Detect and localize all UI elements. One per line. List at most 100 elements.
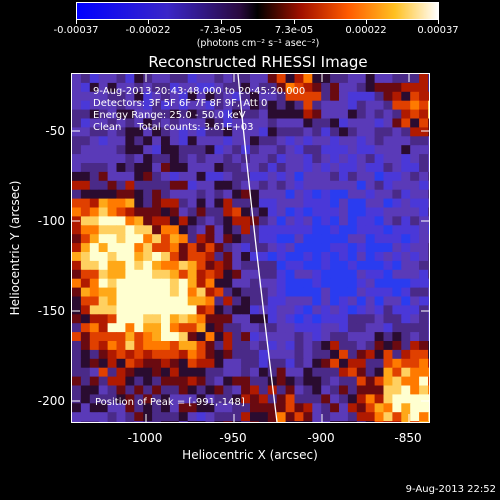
image-pixel (321, 367, 331, 378)
image-pixel (312, 385, 322, 395)
image-pixel (383, 296, 393, 306)
image-pixel (267, 323, 278, 333)
image-pixel (223, 269, 233, 280)
image-pixel (294, 314, 304, 324)
image-pixel (383, 252, 393, 262)
image-pixel (187, 385, 198, 395)
image-pixel (303, 171, 313, 182)
image-pixel (267, 127, 278, 137)
image-pixel (72, 163, 82, 173)
image-pixel (80, 82, 91, 93)
image-pixel (419, 243, 429, 253)
image-pixel (347, 136, 358, 146)
image-pixel (178, 100, 189, 111)
image-pixel (107, 260, 118, 271)
image-pixel (276, 341, 287, 351)
image-pixel (258, 100, 269, 111)
image-pixel (428, 154, 429, 164)
image-pixel (258, 287, 269, 298)
image-pixel (392, 109, 402, 120)
image-pixel (80, 252, 91, 262)
image-pixel (419, 198, 429, 209)
image-pixel (107, 314, 118, 324)
image-pixel (428, 376, 429, 387)
image-pixel (428, 198, 429, 209)
image-pixel (72, 234, 82, 244)
image-pixel (125, 82, 135, 93)
image-pixel (214, 82, 224, 93)
image-pixel (214, 198, 224, 209)
image-pixel (143, 198, 153, 209)
image-pixel (241, 163, 251, 173)
image-pixel (232, 358, 242, 369)
image-pixel (169, 198, 180, 209)
image-pixel (161, 145, 171, 155)
image-pixel (339, 260, 349, 271)
image-pixel (241, 269, 251, 280)
image-pixel (196, 100, 207, 111)
image-pixel (169, 225, 180, 235)
image-pixel (383, 136, 393, 146)
image-pixel (169, 412, 180, 422)
image-pixel (232, 234, 242, 244)
image-pixel (143, 109, 153, 120)
image-pixel (241, 118, 251, 128)
image-pixel (356, 109, 367, 120)
image-pixel (72, 180, 82, 191)
image-pixel (232, 260, 242, 271)
image-pixel (419, 287, 429, 298)
image-pixel (152, 189, 162, 200)
image-pixel (258, 127, 269, 137)
image-pixel (303, 207, 313, 217)
image-pixel (356, 341, 367, 351)
image-pixel (374, 163, 385, 173)
image-pixel (125, 243, 135, 253)
image-pixel (80, 100, 91, 111)
image-pixel (383, 189, 393, 200)
image-pixel (312, 332, 322, 342)
image-pixel (98, 260, 109, 271)
image-pixel (223, 189, 233, 200)
image-pixel (294, 118, 304, 128)
image-pixel (410, 154, 420, 164)
image-pixel (169, 385, 180, 395)
image-pixel (312, 118, 322, 128)
image-pixel (152, 234, 162, 244)
image-pixel (107, 234, 118, 244)
image-pixel (258, 412, 269, 422)
image-pixel (152, 198, 162, 209)
image-pixel (285, 403, 296, 413)
image-pixel (161, 323, 171, 333)
image-pixel (383, 358, 393, 369)
image-pixel (250, 91, 260, 102)
image-pixel (169, 314, 180, 324)
image-pixel (428, 323, 429, 333)
image-pixel (89, 216, 100, 226)
image-pixel (285, 127, 296, 137)
image-pixel (196, 421, 207, 422)
image-pixel (223, 216, 233, 226)
image-pixel (428, 207, 429, 217)
image-pixel (205, 323, 215, 333)
image-pixel (428, 341, 429, 351)
image-pixel (401, 136, 411, 146)
image-pixel (72, 189, 82, 200)
image-pixel (143, 74, 153, 84)
image-pixel (365, 82, 376, 93)
x-axis-label: Heliocentric X (arcsec) (182, 448, 318, 462)
image-pixel (143, 403, 153, 413)
image-pixel (241, 403, 251, 413)
image-pixel (303, 109, 313, 120)
image-pixel (392, 74, 402, 84)
image-pixel (223, 385, 233, 395)
image-pixel (125, 403, 135, 413)
image-pixel (347, 332, 358, 342)
image-pixel (347, 358, 358, 369)
image-pixel (419, 252, 429, 262)
image-pixel (152, 394, 162, 404)
image-pixel (116, 296, 126, 306)
image-pixel (152, 91, 162, 102)
image-pixel (330, 296, 340, 306)
image-pixel (125, 367, 135, 378)
image-pixel (232, 341, 242, 351)
